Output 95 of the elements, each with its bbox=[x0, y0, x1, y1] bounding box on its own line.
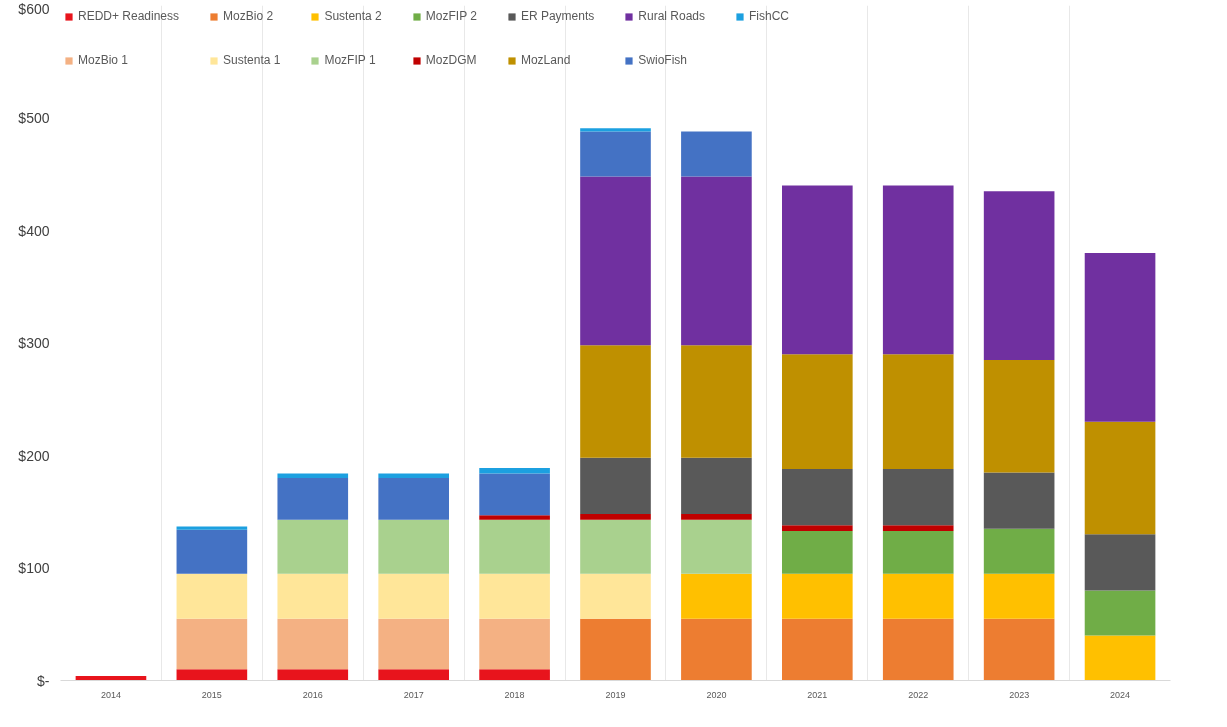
bar bbox=[782, 354, 853, 469]
bar bbox=[882, 525, 954, 531]
bar bbox=[580, 128, 651, 132]
y-tick-label: $400 bbox=[18, 222, 50, 239]
x-tick-label: 2023 bbox=[1009, 689, 1030, 700]
bar bbox=[580, 345, 651, 458]
bar bbox=[277, 478, 349, 520]
bar bbox=[1084, 590, 1156, 636]
bar bbox=[378, 669, 449, 681]
bar bbox=[983, 573, 1055, 619]
bar bbox=[277, 573, 349, 619]
legend-label: MozFIP 2 bbox=[425, 9, 477, 23]
bar bbox=[983, 528, 1055, 574]
bar bbox=[479, 467, 550, 474]
bar bbox=[378, 478, 449, 520]
bar bbox=[176, 526, 248, 530]
bar bbox=[479, 618, 550, 670]
bar bbox=[479, 519, 550, 574]
x-tick-label: 2017 bbox=[403, 689, 424, 700]
bar bbox=[681, 176, 752, 346]
x-tick-label: 2022 bbox=[908, 689, 929, 700]
bar bbox=[1084, 253, 1156, 422]
y-tick-label: $600 bbox=[18, 0, 50, 17]
bar bbox=[782, 618, 853, 681]
bar bbox=[378, 519, 449, 574]
bar bbox=[983, 618, 1055, 681]
y-tick-label: $100 bbox=[18, 560, 50, 576]
legend-label: ER Payments bbox=[520, 9, 595, 23]
bar bbox=[580, 573, 651, 619]
legend-label: MozBio 1 bbox=[78, 53, 129, 67]
bar bbox=[882, 573, 954, 619]
bar bbox=[1084, 421, 1156, 535]
bar bbox=[1084, 534, 1156, 591]
bar bbox=[277, 618, 349, 670]
bar bbox=[681, 618, 752, 681]
legend-label: MozLand bbox=[520, 53, 571, 67]
bar bbox=[176, 618, 248, 670]
bar bbox=[580, 131, 651, 177]
x-tick-label: 2019 bbox=[605, 689, 626, 700]
legend-label: Sustenta 1 bbox=[223, 53, 281, 67]
bar bbox=[882, 530, 954, 574]
bar bbox=[782, 525, 853, 531]
legend-label: SwioFish bbox=[638, 53, 687, 67]
legend-label: REDD+ Readiness bbox=[78, 9, 180, 23]
bar bbox=[983, 472, 1055, 529]
bar bbox=[782, 530, 853, 574]
bar bbox=[681, 573, 752, 619]
bar bbox=[277, 669, 349, 681]
x-tick-label: 2015 bbox=[201, 689, 222, 700]
bar bbox=[580, 519, 651, 574]
bar bbox=[378, 573, 449, 619]
bar bbox=[176, 573, 248, 619]
bar bbox=[580, 457, 651, 514]
legend-label: Sustenta 2 bbox=[324, 9, 382, 23]
x-tick-label: 2020 bbox=[706, 689, 727, 700]
bar bbox=[176, 529, 248, 574]
bar bbox=[681, 514, 752, 520]
bar bbox=[580, 176, 651, 346]
x-tick-label: 2024 bbox=[1110, 689, 1131, 700]
x-tick-label: 2018 bbox=[504, 689, 525, 700]
bar bbox=[580, 618, 651, 681]
bar bbox=[277, 519, 349, 574]
bar bbox=[782, 573, 853, 619]
legend-label: MozFIP 1 bbox=[324, 53, 376, 67]
x-tick-label: 2016 bbox=[302, 689, 323, 700]
bar bbox=[479, 515, 550, 520]
bar bbox=[681, 519, 752, 574]
y-tick-label: $200 bbox=[18, 447, 50, 464]
y-tick-label: $500 bbox=[18, 110, 50, 126]
bar bbox=[1084, 635, 1156, 681]
bar bbox=[681, 457, 752, 514]
bar bbox=[882, 618, 954, 681]
bar bbox=[479, 669, 550, 681]
bar bbox=[378, 618, 449, 670]
y-tick-label: $- bbox=[37, 672, 50, 689]
bar bbox=[782, 469, 853, 526]
bar bbox=[782, 185, 853, 355]
bar bbox=[882, 354, 954, 469]
legend-label: MozBio 2 bbox=[223, 9, 274, 23]
bar bbox=[681, 345, 752, 458]
bar bbox=[176, 669, 248, 681]
bar bbox=[882, 469, 954, 526]
x-tick-label: 2014 bbox=[100, 689, 121, 700]
legend-label: FishCC bbox=[749, 9, 790, 23]
bar bbox=[983, 359, 1055, 473]
bar bbox=[681, 131, 752, 177]
bar bbox=[983, 191, 1055, 360]
legend-label: MozDGM bbox=[425, 53, 477, 67]
x-tick-label: 2021 bbox=[807, 689, 828, 700]
bar bbox=[479, 473, 550, 516]
legend-label: Rural Roads bbox=[638, 9, 705, 23]
bar bbox=[479, 573, 550, 619]
bar bbox=[580, 514, 651, 520]
bar bbox=[882, 185, 954, 355]
y-tick-label: $300 bbox=[18, 335, 50, 351]
